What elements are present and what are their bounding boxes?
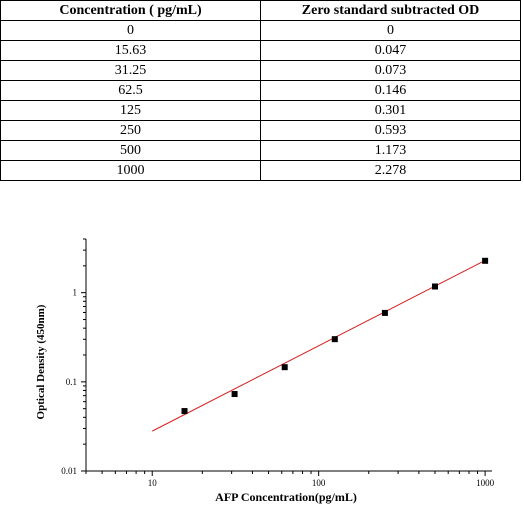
data-points	[181, 257, 489, 415]
fit-line	[152, 259, 486, 432]
standard-curve-chart: 10 100 1000 0.01 0.1 1 AFP Concentration(pg/m…	[35, 238, 495, 504]
data-point	[181, 408, 188, 415]
concentration-cell: 31.25	[0, 60, 261, 81]
concentration-cell: 15.63	[0, 40, 261, 61]
concentration-cell: 125	[0, 100, 261, 121]
chart-ticks: 10 100 1000 0.01 0.1 1	[61, 238, 495, 488]
y-axis-label: Optical Density (450nm)	[35, 304, 47, 419]
od-cell: 0.146	[260, 80, 521, 101]
x-tick-label: 1000	[476, 478, 495, 488]
od-cell: 1.173	[260, 140, 521, 161]
table-row: 500 1.173	[0, 140, 521, 161]
data-point	[331, 336, 338, 343]
data-point	[432, 283, 439, 290]
od-cell: 2.278	[260, 160, 521, 181]
concentration-cell: 62.5	[0, 80, 261, 101]
y-tick-label: 0.1	[66, 377, 77, 387]
concentration-cell: 250	[0, 120, 261, 141]
y-tick-label: 1	[73, 288, 78, 298]
table-row: 125 0.301	[0, 100, 521, 121]
data-point	[281, 364, 288, 371]
concentration-cell: 0	[0, 20, 261, 41]
concentration-cell: 1000	[0, 160, 261, 181]
table-row: 15.63 0.047	[0, 40, 521, 61]
table-row: 62.5 0.146	[0, 80, 521, 101]
data-point	[482, 257, 489, 264]
x-tick-label: 10	[148, 478, 158, 488]
table-row: 1000 2.278	[0, 160, 521, 181]
column-header-concentration: Concentration ( pg/mL)	[0, 0, 261, 21]
table-header-row: Concentration ( pg/mL) Zero standard sub…	[0, 0, 521, 21]
od-cell: 0.301	[260, 100, 521, 121]
table-row: 0 0	[0, 20, 521, 41]
standard-curve-table: Concentration ( pg/mL) Zero standard sub…	[0, 0, 521, 181]
concentration-cell: 500	[0, 140, 261, 161]
x-axis-label: AFP Concentration(pg/mL)	[215, 490, 357, 504]
y-tick-label: 0.01	[61, 466, 77, 476]
data-point	[381, 309, 388, 316]
column-header-od: Zero standard subtracted OD	[260, 0, 521, 21]
data-point	[231, 391, 238, 398]
x-tick-label: 100	[312, 478, 326, 488]
table-row: 250 0.593	[0, 120, 521, 141]
od-cell: 0	[260, 20, 521, 41]
table-row: 31.25 0.073	[0, 60, 521, 81]
od-cell: 0.047	[260, 40, 521, 61]
od-cell: 0.593	[260, 120, 521, 141]
chart-axes	[85, 239, 492, 472]
od-cell: 0.073	[260, 60, 521, 81]
